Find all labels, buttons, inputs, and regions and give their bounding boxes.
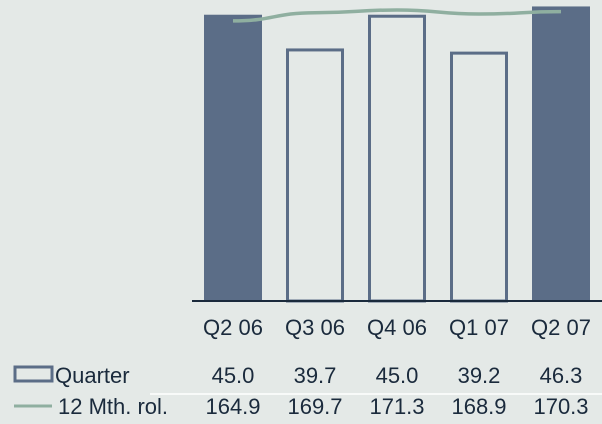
table-cell-value: 46.3 xyxy=(540,363,583,388)
bar-q4-06 xyxy=(368,14,426,303)
table-cell-value: 39.2 xyxy=(458,363,501,388)
x-tick-label: Q2 07 xyxy=(531,315,591,340)
table-cell-value: 164.9 xyxy=(205,394,260,419)
x-tick-label: Q2 06 xyxy=(203,315,263,340)
data-table: Quarter 45.0 39.7 45.0 39.2 46.3 12 Mth. rol. 1… xyxy=(13,363,602,419)
table-cell-value: 169.7 xyxy=(287,394,342,419)
bars-group xyxy=(204,6,590,303)
bar-q2-07 xyxy=(532,6,590,302)
table-row-label: Quarter xyxy=(55,363,130,388)
legend-key-quarter xyxy=(13,365,54,383)
x-tick-label: Q1 07 xyxy=(449,315,509,340)
table-cell-value: 45.0 xyxy=(212,363,255,388)
table-cell-value: 168.9 xyxy=(451,394,506,419)
x-tick-label: Q3 06 xyxy=(285,315,345,340)
bar-q2-06 xyxy=(204,14,262,302)
bar-q1-07 xyxy=(450,51,508,303)
table-cell-value: 39.7 xyxy=(294,363,337,388)
x-tick-labels: Q2 06 Q3 06 Q4 06 Q1 07 Q2 07 xyxy=(203,315,591,340)
table-cell-value: 170.3 xyxy=(533,394,588,419)
table-row-label: 12 Mth. rol. xyxy=(58,394,168,419)
bar-q3-06 xyxy=(286,48,344,303)
table-cell-value: 171.3 xyxy=(369,394,424,419)
line-group xyxy=(232,8,562,23)
table-cell-value: 45.0 xyxy=(376,363,419,388)
x-tick-label: Q4 06 xyxy=(367,315,427,340)
